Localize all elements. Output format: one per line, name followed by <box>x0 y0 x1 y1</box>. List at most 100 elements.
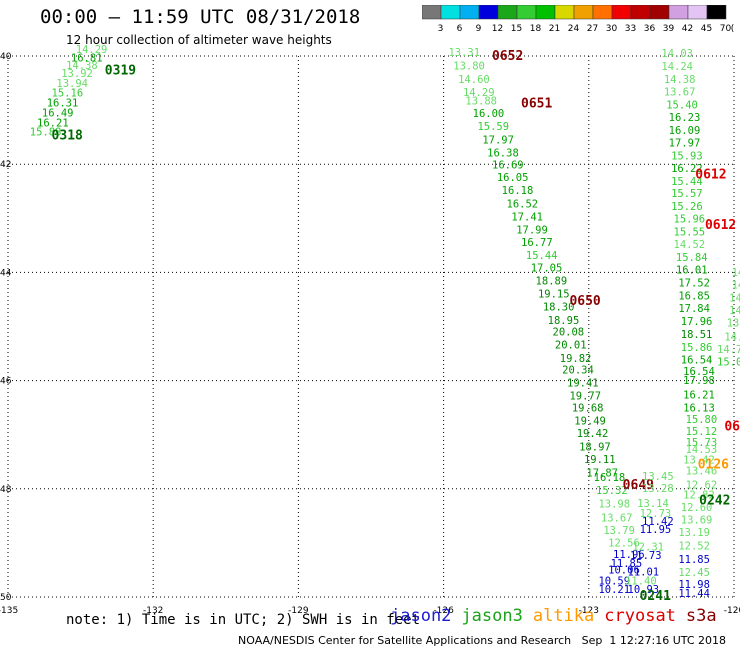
wave-height-value: 15.32 <box>596 485 628 497</box>
wave-height-value: 14 <box>729 293 740 305</box>
wave-height-value: 16.13 <box>683 402 715 414</box>
scale-label: 39 <box>663 24 675 34</box>
wave-height-value: 19.42 <box>577 428 609 440</box>
y-tick-label: 44 <box>0 268 12 278</box>
wave-height-value: 14.38 <box>664 74 696 86</box>
scale-label: 3 <box>438 24 444 34</box>
pass-time-label: 0652 <box>492 49 523 64</box>
wave-height-value: 19.49 <box>574 415 606 427</box>
pass-time-label: 0319 <box>105 64 136 79</box>
wave-height-value: 16.00 <box>473 108 505 120</box>
wave-height-value: 20.08 <box>553 327 585 339</box>
wave-height-value: 11.44 <box>678 588 710 600</box>
wave-height-value: 15.57 <box>671 188 703 200</box>
x-tick-label: -129 <box>288 606 309 616</box>
x-tick-label: -135 <box>0 606 18 616</box>
scale-label: 18 <box>530 24 542 34</box>
wave-height-value: 16.54 <box>681 354 713 366</box>
scale-label: 15 <box>511 24 522 34</box>
wave-height-value: 18.89 <box>536 275 568 287</box>
wave-height-value: 19.11 <box>584 454 616 466</box>
scale-label: 33 <box>625 24 636 34</box>
wave-height-value: 15.88 <box>30 127 62 139</box>
wave-height-value: 17.87 <box>586 467 618 479</box>
wave-height-value: 16.05 <box>497 172 529 184</box>
wave-height-value: 12.82 <box>683 490 715 502</box>
credit-line: NOAA/NESDIS Center for Satellite Applica… <box>238 634 727 647</box>
wave-height-value: 15.40 <box>666 99 698 111</box>
wave-height-value: 16.52 <box>507 198 539 210</box>
wave-height-value: 15.84 <box>676 252 708 264</box>
wave-height-value: 15.73 <box>686 437 718 449</box>
wave-height-value: 17.97 <box>482 135 514 147</box>
scale-swatch <box>706 5 727 20</box>
wave-height-value: 18.30 <box>543 301 575 313</box>
x-tick-label: -126 <box>433 606 454 616</box>
wave-height-value: 14.56 <box>724 332 740 344</box>
x-tick-label: -132 <box>143 606 163 616</box>
wave-height-value: 16.31 <box>47 97 79 109</box>
wave-height-value: 11.85 <box>678 554 710 566</box>
scale-label: 21 <box>549 24 560 34</box>
scale-label: 12 <box>492 24 503 34</box>
scale-label: 30 <box>606 24 618 34</box>
wave-height-value: 13.14 <box>637 498 669 510</box>
wave-height-value: 13.42 <box>683 454 715 466</box>
wave-height-value: 12.60 <box>681 502 713 514</box>
wave-height-value: 16.01 <box>676 264 708 276</box>
wave-height-value: 17.97 <box>669 137 701 149</box>
pass-time-label: 0241 <box>640 589 671 604</box>
scale-label: 42 <box>682 24 693 34</box>
wave-height-value: 17.98 <box>683 375 715 387</box>
wave-height-value: 12.56 <box>608 538 640 550</box>
wave-height-value: 19.41 <box>567 378 599 390</box>
wave-height-value: 16.18 <box>502 185 534 197</box>
wave-height-value: 11.96 <box>613 549 645 561</box>
y-tick-label: 46 <box>0 377 12 387</box>
legend-item-s3a: s3a <box>685 606 717 626</box>
wave-height-value: 15.96 <box>674 214 706 226</box>
wave-height-value: 14.52 <box>674 239 706 251</box>
wave-height-value: 15.05 <box>717 356 740 368</box>
wave-height-value: 10.06 <box>608 565 640 577</box>
pass-time-label: 0612 <box>705 218 736 233</box>
wave-height-value: 13.79 <box>603 525 635 537</box>
wave-height-value: 13.46 <box>686 466 718 478</box>
wave-height-value: 14 <box>732 267 740 279</box>
wave-height-value: 11.01 <box>628 566 660 578</box>
chart-subtitle: 12 hour collection of altimeter wave hei… <box>66 33 332 47</box>
wave-height-value: 13.94 <box>56 78 88 90</box>
wave-height-value: 15.80 <box>686 414 718 426</box>
x-tick-label: -123 <box>579 606 599 616</box>
wave-height-value: 13.92 <box>61 68 93 80</box>
scale-label: 9 <box>476 24 482 34</box>
wave-height-value: 13.31 <box>448 47 480 59</box>
x-tick-label: -120 <box>724 606 740 616</box>
wave-height-value: 11.42 <box>642 516 674 528</box>
wave-height-value: 14.29 <box>76 44 108 56</box>
wave-height-value: 16.81 <box>71 52 103 64</box>
wave-height-value: 14.03 <box>661 48 693 60</box>
legend-item-jason2: jason2 <box>390 606 452 626</box>
y-tick-label: 40 <box>0 52 12 62</box>
wave-height-value: 15.12 <box>686 426 718 438</box>
pass-time-label: 0612 <box>695 167 726 182</box>
wave-height-value: 15.55 <box>674 227 706 239</box>
scale-label: 6 <box>457 24 463 34</box>
wave-height-value: 13.69 <box>681 514 713 526</box>
wave-height-value: 13.88 <box>465 96 497 108</box>
wave-height-value: 18.95 <box>548 315 580 327</box>
wave-height-value: 14.24 <box>661 61 693 73</box>
wave-height-value: 17.05 <box>531 262 563 274</box>
wave-height-value: 12.73 <box>640 508 672 520</box>
satellite-legend: jason2 jason3 altika cryosat s3a <box>390 606 727 626</box>
wave-height-value: 16.18 <box>594 472 626 484</box>
wave-height-value: 14.4 <box>729 305 740 317</box>
wave-height-value: 16.09 <box>669 125 701 137</box>
wave-height-value: 17.52 <box>678 277 710 289</box>
wave-height-value: 16.77 <box>521 237 553 249</box>
wave-height-value: 19.82 <box>560 353 592 365</box>
wave-height-value: 16.54 <box>683 366 715 378</box>
wave-height-value: 17.84 <box>678 303 710 315</box>
